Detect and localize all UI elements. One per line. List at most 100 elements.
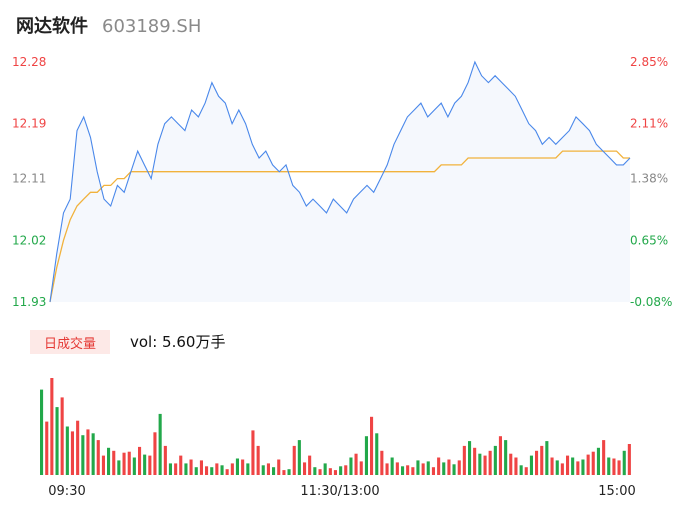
volume-bar (220, 465, 224, 475)
volume-bar (194, 467, 198, 475)
y-tick-right: 1.38% (630, 172, 668, 186)
volume-bar (524, 467, 528, 475)
volume-bar (354, 453, 358, 475)
volume-bar (462, 445, 466, 475)
volume-bar (138, 446, 142, 475)
volume-bar (535, 450, 539, 476)
volume-bar (607, 457, 611, 475)
avg-price-line (49, 150, 630, 303)
volume-bar (313, 467, 317, 475)
volume-bar (380, 450, 384, 476)
price-line (49, 60, 631, 303)
volume-bar (272, 467, 276, 475)
volume-bar (421, 463, 425, 475)
volume-bar (339, 466, 343, 475)
volume-bar (225, 469, 229, 475)
y-tick-right: -0.08% (630, 295, 672, 309)
volume-bar (560, 463, 564, 475)
volume-bar (555, 460, 559, 475)
y-tick-right: 0.65% (630, 233, 668, 247)
volume-bar (566, 455, 570, 475)
volume-bar (437, 457, 441, 475)
volume-bar (122, 452, 126, 475)
volume-bar (519, 465, 523, 475)
volume-bar (163, 445, 167, 475)
x-tick-label: 09:30 (48, 484, 85, 499)
volume-bar (117, 460, 121, 475)
volume-bar (303, 462, 307, 475)
volume-bar (50, 378, 54, 475)
y-tick-left: 11.93 (12, 295, 46, 309)
volume-bar (385, 463, 389, 475)
volume-bar (478, 453, 482, 475)
volume-bar (442, 462, 446, 475)
volume-bar (529, 455, 533, 475)
volume-bar (266, 463, 270, 475)
y-tick-right: 2.85% (630, 55, 668, 69)
volume-bar (359, 461, 363, 475)
volume-bar (627, 444, 631, 475)
volume-bar (540, 445, 544, 475)
volume-bar (230, 463, 234, 475)
volume-bar (55, 407, 59, 475)
volume-bar (493, 445, 497, 475)
volume-bar (292, 445, 296, 475)
volume-bar (199, 460, 203, 475)
volume-bar (91, 433, 95, 475)
volume-bar (277, 459, 281, 475)
volume-bar (375, 433, 379, 475)
stock-header: 网达软件 603189.SH (16, 12, 201, 40)
volume-bar (514, 457, 518, 475)
y-tick-left: 12.28 (12, 55, 46, 69)
volume-bar (107, 447, 111, 475)
volume-bar (246, 463, 250, 475)
volume-bar (81, 435, 85, 475)
volume-bar (318, 469, 322, 475)
volume-bar (76, 420, 80, 475)
volume-bar (40, 389, 44, 475)
volume-bar (127, 451, 131, 475)
volume-bar (158, 413, 162, 475)
volume-bar (153, 432, 157, 475)
volume-bar (349, 457, 353, 475)
volume-bar (571, 457, 575, 475)
volume-bar (364, 436, 368, 475)
y-tick-left: 12.19 (12, 117, 46, 131)
volume-bar (591, 451, 595, 475)
volume-bar (256, 445, 260, 475)
volume-bar (215, 463, 219, 475)
volume-bar (550, 457, 554, 475)
y-tick-right: 2.11% (630, 117, 668, 131)
volume-bar (65, 426, 69, 475)
x-tick-label: 15:00 (598, 484, 635, 499)
volume-bar (622, 450, 626, 476)
volume-tab[interactable]: 日成交量 (30, 330, 110, 354)
volume-bar (323, 463, 327, 475)
volume-bar (457, 460, 461, 475)
volume-bar (431, 467, 435, 475)
volume-bar (328, 468, 332, 475)
volume-bar (576, 461, 580, 475)
volume-bar (333, 470, 337, 475)
volume-bar (189, 459, 193, 475)
volume-bar (174, 463, 178, 475)
volume-bar (498, 436, 502, 475)
x-tick-label: 11:30/13:00 (300, 484, 379, 499)
volume-bar (179, 455, 183, 475)
stock-code: 603189.SH (102, 16, 202, 37)
volume-bar (168, 463, 172, 475)
volume-bar (586, 454, 590, 475)
volume-bar (581, 459, 585, 475)
volume-bar (416, 460, 420, 475)
volume-bar (297, 440, 301, 475)
volume-bar (235, 458, 239, 475)
volume-bar (406, 465, 410, 475)
volume-bar (148, 455, 152, 475)
volume-bar (308, 455, 312, 475)
volume-bar (468, 441, 472, 475)
volume-bar (184, 463, 188, 475)
volume-bar (143, 454, 147, 475)
volume-bar (452, 464, 456, 475)
volume-bar (504, 440, 508, 475)
